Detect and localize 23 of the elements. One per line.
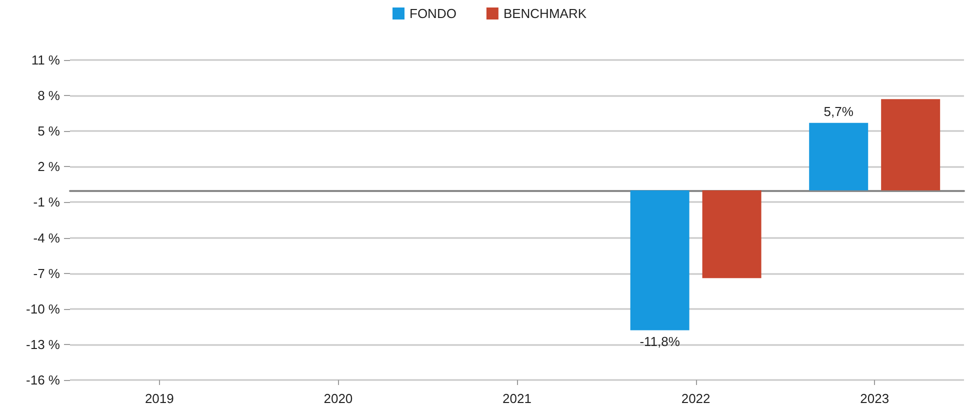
bar — [881, 99, 940, 190]
y-tick-label: -1 % — [33, 194, 60, 210]
y-tick-label: -16 % — [26, 372, 60, 388]
y-tick-label: 2 % — [38, 159, 60, 174]
y-tick-label: -4 % — [33, 230, 60, 246]
data-label: 5,7% — [824, 104, 854, 119]
x-tick-label: 2023 — [860, 391, 890, 406]
x-tick-label: 2021 — [502, 391, 532, 406]
y-tick-label: 8 % — [38, 88, 60, 104]
legend-label: BENCHMARK — [503, 6, 587, 21]
data-label: -11,8% — [640, 334, 680, 350]
y-tick-label: -10 % — [26, 301, 60, 316]
y-tick-label: -13 % — [26, 336, 60, 352]
x-tick-label: 2020 — [324, 391, 353, 406]
bar — [809, 122, 868, 190]
y-tick-label: -7 % — [33, 266, 60, 281]
bar — [630, 190, 690, 330]
y-tick-label: 5 % — [38, 124, 60, 139]
legend-label: FONDO — [409, 6, 456, 21]
x-tick-label: 2019 — [144, 391, 174, 406]
x-tick-label: 2022 — [681, 391, 710, 406]
y-tick-label: 11 % — [31, 52, 60, 68]
bar — [702, 190, 762, 278]
